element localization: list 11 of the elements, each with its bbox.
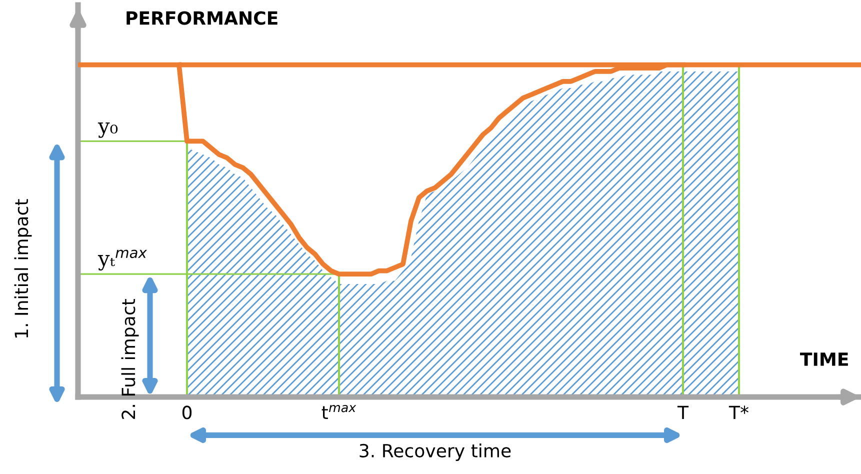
x-axis-title: TIME xyxy=(800,352,848,366)
text: 3. Recovery time xyxy=(360,444,511,461)
text: 1. Initial impact xyxy=(14,199,32,338)
x-tick-label: t$^{max}$ xyxy=(322,404,356,419)
text: 2. Full impact xyxy=(121,298,139,419)
x-tick-label: T* xyxy=(728,406,748,420)
ref-line-label: y₀ xyxy=(98,122,118,138)
x-tick-label: T xyxy=(677,406,689,420)
x-tick-label: 0 xyxy=(182,406,192,420)
ref-line-label: yₜ$^{max}$ xyxy=(98,250,147,270)
y-axis-title: PERFORMANCE xyxy=(126,11,278,25)
